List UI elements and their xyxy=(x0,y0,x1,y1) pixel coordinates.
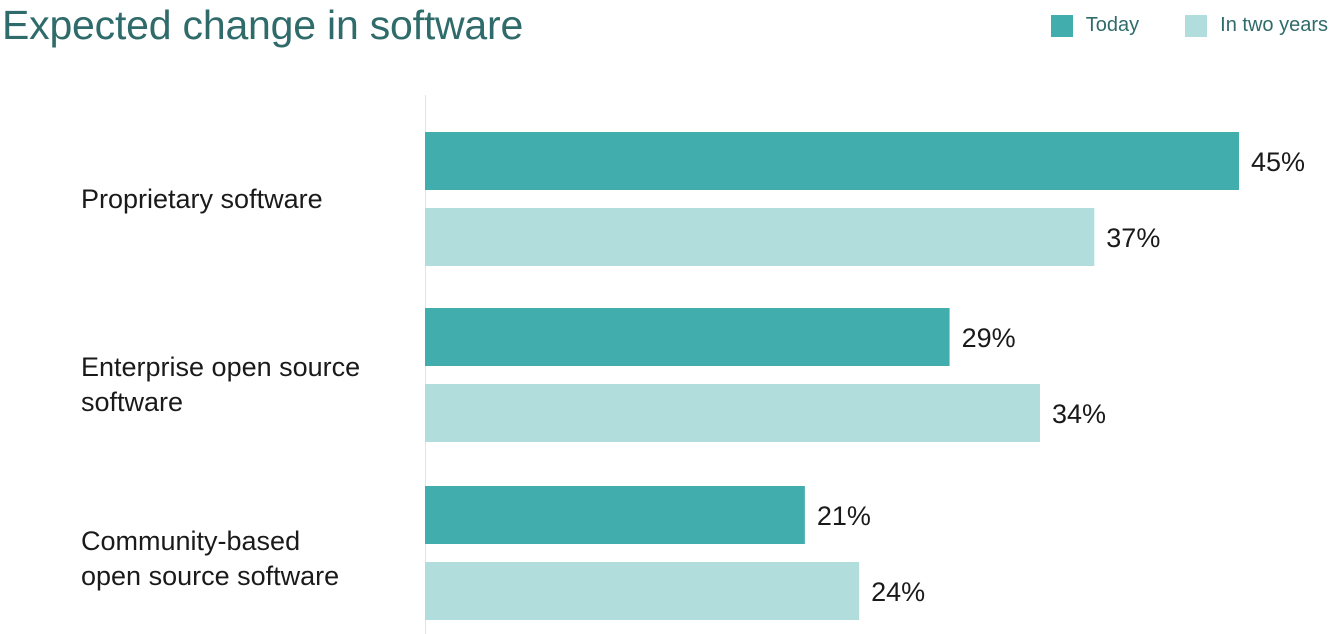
category-label-enterprise-open-source: Enterprise open source software xyxy=(81,352,361,417)
legend-label-in-two-years: In two years xyxy=(1220,14,1328,36)
legend-item-in-two-years: In two years xyxy=(1185,14,1328,37)
bar-in-two-years-community-based-open-source-software xyxy=(425,562,860,620)
chart-title: Expected change in software xyxy=(2,2,524,48)
data-label-today-proprietary-software: 45% xyxy=(1251,147,1305,177)
bar-in-two-years-enterprise-open-source-software xyxy=(425,384,1041,442)
data-label-in-two-years-enterprise-open-source-software: 34% xyxy=(1052,399,1106,429)
category-label-proprietary: Proprietary software xyxy=(81,184,323,214)
bar-in-two-years-proprietary-software xyxy=(425,208,1095,266)
legend-swatch-in-two-years xyxy=(1185,14,1208,37)
data-label-in-two-years-proprietary-software: 37% xyxy=(1106,223,1160,253)
data-label-today-community-based-open-source-software: 21% xyxy=(817,501,871,531)
data-label-today-enterprise-open-source-software: 29% xyxy=(962,323,1016,353)
category-label-community-open-source: Community-based open source software xyxy=(81,526,340,591)
legend: Today In two years xyxy=(1050,14,1328,37)
data-label-in-two-years-community-based-open-source-software: 24% xyxy=(871,577,925,607)
legend-label-today: Today xyxy=(1085,14,1140,36)
legend-item-today: Today xyxy=(1050,14,1140,37)
bar-today-enterprise-open-source-software xyxy=(425,308,950,366)
bar-today-community-based-open-source-software xyxy=(425,486,805,544)
legend-swatch-today xyxy=(1050,14,1073,37)
bar-today-proprietary-software xyxy=(425,132,1239,190)
